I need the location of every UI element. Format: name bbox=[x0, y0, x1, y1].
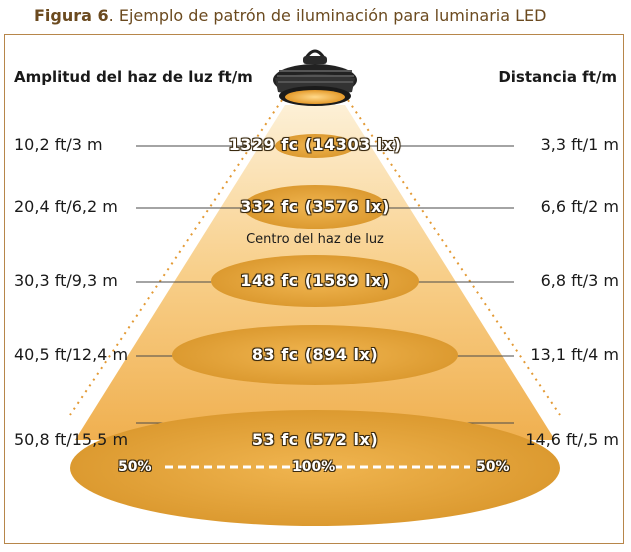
percent-center-label: 100% bbox=[292, 459, 336, 475]
beam-width-label-3: 30,3 ft/9,3 m bbox=[14, 271, 118, 290]
beam-width-header: Amplitud del haz de luz ft/m bbox=[14, 68, 253, 86]
illuminance-label-4: 83 fc (894 lx) bbox=[251, 345, 379, 364]
figure-caption: Figura 6. Ejemplo de patrón de iluminaci… bbox=[34, 6, 546, 25]
illum-ellipse-1 bbox=[275, 134, 355, 158]
distance-label-3: 6,8 ft/3 m bbox=[540, 271, 619, 290]
distance-header: Distancia ft/m bbox=[498, 68, 617, 86]
distance-label-5: 14,6 ft/,5 m bbox=[525, 430, 619, 449]
beam-center-label: Centro del haz de luz bbox=[246, 232, 384, 247]
distance-label-2: 6,6 ft/2 m bbox=[540, 197, 619, 216]
figure-title: . Ejemplo de patrón de iluminación para … bbox=[108, 6, 547, 25]
illuminance-label-5: 53 fc (572 lx) bbox=[251, 430, 379, 449]
percent-left-label: 50% bbox=[118, 459, 152, 475]
illuminance-label-1: 1329 fc (14303 lx) bbox=[228, 135, 402, 154]
distance-label-4: 13,1 ft/4 m bbox=[530, 345, 619, 364]
beam-width-label-5: 50,8 ft/15,5 m bbox=[14, 430, 129, 449]
led-luminaire-icon bbox=[273, 49, 357, 106]
illum-ellipse-4 bbox=[172, 325, 458, 385]
illum-ellipse-2 bbox=[243, 185, 387, 229]
figure-number: Figura 6 bbox=[34, 6, 109, 25]
beam-width-label-2: 20,4 ft/6,2 m bbox=[14, 197, 118, 216]
beam-edge-right bbox=[347, 99, 561, 416]
illuminance-label-3: 148 fc (1589 lx) bbox=[240, 271, 390, 290]
percent-right-label: 50% bbox=[476, 459, 510, 475]
beam-width-label-4: 40,5 ft/12,4 m bbox=[14, 345, 129, 364]
distance-label-1: 3,3 ft/1 m bbox=[540, 135, 619, 154]
illum-ellipse-3 bbox=[211, 255, 419, 307]
illuminance-label-2: 332 fc (3576 lx) bbox=[240, 197, 390, 216]
beam-width-label-1: 10,2 ft/3 m bbox=[14, 135, 103, 154]
beam-edge-left bbox=[69, 99, 283, 416]
